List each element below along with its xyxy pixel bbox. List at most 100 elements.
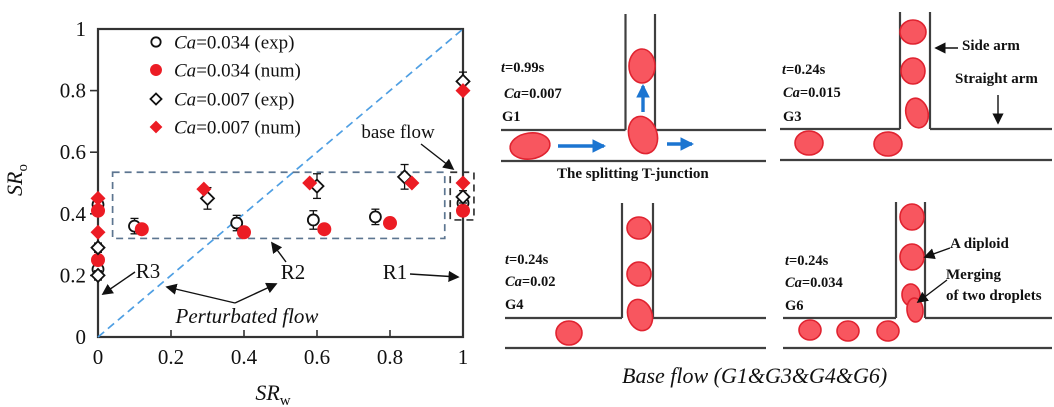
annotation-r2: R2 [281, 260, 306, 284]
data-point-filled-diamond [404, 175, 420, 191]
y-tick-label: 0.6 [60, 140, 86, 164]
annotation-perturbated-flow: Perturbated flow [175, 304, 319, 328]
droplet [876, 320, 900, 342]
g3-time-symbol: t [782, 62, 787, 78]
data-point-filled-diamond [302, 175, 318, 191]
droplet [626, 298, 654, 332]
data-point-filled-diamond [196, 181, 212, 197]
g3-ca-symbol: Ca [783, 85, 800, 101]
x-tick-label: 0 [93, 345, 104, 369]
g1-ca-label: Ca=0.007 [504, 86, 562, 103]
droplet [899, 203, 925, 231]
identity-line [97, 28, 464, 338]
x-tick-label: 0.4 [231, 345, 258, 369]
pointer-arrow [916, 279, 948, 304]
y-tick-label: 0.4 [60, 202, 87, 226]
x-axis-label: SRw [255, 380, 290, 407]
pointer-arrow [923, 247, 951, 260]
droplet [904, 97, 930, 129]
diploid-label: A diploid [950, 236, 1009, 252]
g4-ca-value: =0.02 [521, 274, 556, 290]
x-tick-label: 0.2 [158, 345, 184, 369]
data-point-open-circle [150, 36, 162, 48]
data-point-filled-circle [456, 203, 470, 218]
annotation-arrow [409, 270, 460, 282]
annotation-r1: R1 [383, 260, 408, 284]
g3-time-label: t=0.24s [782, 62, 826, 79]
g6-ca-symbol: Ca [785, 275, 802, 291]
data-point-open-diamond [90, 239, 106, 256]
droplet [899, 243, 925, 271]
data-point-filled-circle [91, 203, 105, 218]
merging-label-line2: of two droplets [946, 288, 1042, 304]
g6-time-label: t=0.24s [785, 253, 829, 270]
caption-splitting-t-junction: The splitting T-junction [557, 166, 709, 182]
perturbated-flow-box [111, 171, 446, 240]
g6-time-symbol: t [785, 253, 790, 269]
droplet [626, 261, 652, 287]
legend-label: Ca=0.007 (exp) [174, 90, 295, 111]
side-arm-label: Side arm [962, 38, 1020, 54]
droplet [836, 320, 860, 342]
y-tick-label: 1 [76, 17, 87, 41]
data-point-filled-diamond [90, 190, 106, 206]
annotation-r3: R3 [136, 259, 161, 283]
data-point-filled-diamond [90, 224, 106, 240]
annotation-arrow [271, 241, 287, 263]
annotation-base-flow: base flow [361, 122, 435, 143]
x-tick-label: 1 [458, 345, 469, 369]
droplet [628, 48, 656, 84]
droplet [627, 115, 659, 155]
g3-ca-label: Ca=0.015 [783, 85, 841, 102]
data-point-filled-circle [150, 64, 162, 76]
merging-label-line1: Merging [946, 267, 1001, 283]
droplet [899, 19, 927, 45]
data-point-filled-diamond [455, 175, 471, 191]
g3-ca-value: =0.015 [799, 85, 841, 101]
g1-time-symbol: t [501, 60, 506, 76]
g1-ca-symbol: Ca [504, 86, 521, 102]
x-tick-label: 0.6 [304, 345, 330, 369]
droplet [798, 319, 822, 341]
g6-ca-label: Ca=0.034 [785, 275, 843, 292]
g1-time-value: =0.99s [505, 60, 545, 76]
g4-panel-tag: G4 [505, 297, 524, 313]
g4-time-label: t=0.24s [505, 252, 548, 269]
droplet [873, 131, 903, 157]
annotation-arrow [420, 143, 455, 171]
data-point-filled-circle [383, 216, 397, 231]
data-point-filled-circle [91, 253, 105, 267]
data-point-open-circle [368, 210, 382, 224]
droplet [626, 216, 652, 240]
droplet [794, 130, 824, 156]
y-tick-label: 0.8 [60, 79, 86, 103]
g4-ca-label: Ca=0.02 [505, 274, 556, 291]
g4-ca-symbol: Ca [505, 274, 522, 290]
legend-label: Ca=0.034 (exp) [174, 33, 295, 54]
g3-time-value: =0.24s [786, 62, 826, 78]
g6-panel-tag: G6 [785, 298, 804, 314]
data-point-filled-circle [317, 222, 332, 237]
x-tick-label: 0.8 [377, 345, 403, 369]
data-point-open-diamond [90, 267, 106, 284]
annotation-arrow [165, 283, 236, 304]
straight-arm-label: Straight arm [955, 71, 1038, 87]
droplet [906, 297, 924, 323]
y-tick-label: 0.2 [60, 263, 86, 287]
annotation-arrow [234, 282, 278, 304]
legend-label: Ca=0.034 (num) [174, 61, 301, 82]
legend-label: Ca=0.007 (num) [174, 118, 301, 139]
data-point-open-diamond [149, 92, 163, 106]
data-point-filled-circle [237, 225, 251, 240]
data-point-filled-diamond [455, 83, 471, 99]
droplet [555, 320, 583, 346]
g1-ca-value: =0.007 [520, 86, 562, 102]
data-point-filled-circle [134, 222, 149, 237]
g6-time-value: =0.24s [789, 253, 829, 269]
g3-panel-tag: G3 [783, 109, 802, 125]
g4-time-symbol: t [505, 252, 510, 268]
data-point-open-circle [230, 216, 244, 230]
g6-ca-value: =0.034 [801, 275, 843, 291]
